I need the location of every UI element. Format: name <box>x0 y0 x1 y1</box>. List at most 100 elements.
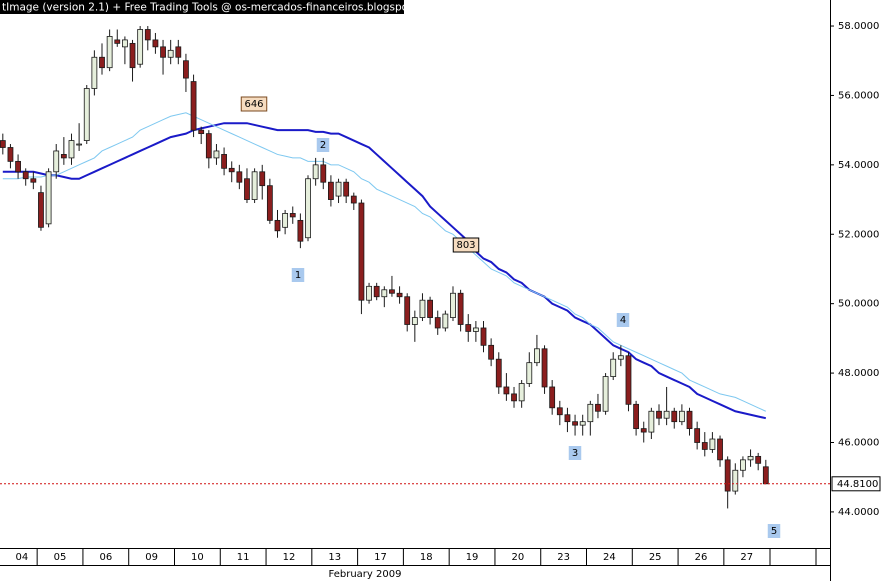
candle-body <box>335 181 342 197</box>
x-tick-label: 12 <box>283 552 296 563</box>
candle-body <box>671 410 678 423</box>
annotation-box <box>568 446 582 460</box>
candle-body <box>198 129 205 135</box>
candle-body <box>572 421 578 426</box>
annotation-label: 4 <box>620 315 626 326</box>
candle-body <box>617 355 624 360</box>
candle-body <box>526 362 533 384</box>
candle-body <box>427 299 433 318</box>
annotation-box <box>240 96 268 112</box>
x-tick-label: 23 <box>557 552 570 563</box>
candle-body <box>701 442 708 450</box>
x-tick-label: 17 <box>374 552 387 563</box>
candle-body <box>274 219 281 232</box>
candle-body <box>717 438 723 461</box>
annotation-box <box>767 524 781 538</box>
candle-body <box>297 219 304 242</box>
x-tick-label: 19 <box>466 552 479 563</box>
candle-body <box>221 154 227 169</box>
candle-body <box>106 36 113 69</box>
candle-body <box>411 317 418 325</box>
last-price-label: 44.8100 <box>837 479 878 490</box>
candle-body <box>7 147 14 162</box>
annotation-label: 646 <box>244 99 263 110</box>
candle-body <box>15 160 21 173</box>
candle-body <box>556 407 563 416</box>
annotation-box <box>316 138 330 152</box>
plot <box>0 26 769 509</box>
annotation-label: 2 <box>320 140 326 151</box>
candle-body <box>167 49 174 58</box>
y-tick-label: 48.0000 <box>838 368 879 379</box>
x-tick-label: 20 <box>511 552 524 563</box>
candle-body <box>129 42 136 69</box>
y-tick-label: 58.0000 <box>838 21 879 32</box>
candle-body <box>366 285 372 301</box>
candle-body <box>228 167 235 173</box>
candle-body <box>762 466 769 485</box>
candle-body <box>480 327 487 346</box>
candle-body <box>732 469 739 492</box>
candle-body <box>450 292 456 318</box>
candle-body <box>595 403 601 412</box>
y-tick-label: 44.0000 <box>838 507 879 518</box>
candle-body <box>251 171 258 200</box>
candle-body <box>22 171 29 180</box>
title-bar <box>0 0 404 14</box>
candle-body <box>694 428 701 443</box>
annotation-box <box>291 268 305 282</box>
candle-body <box>76 143 83 146</box>
candle-body <box>114 39 121 44</box>
x-tick-label: 13 <box>328 552 341 563</box>
candle-body <box>312 164 319 180</box>
candle-body <box>0 140 6 148</box>
x-tick-label: 11 <box>237 552 250 563</box>
candle-body <box>205 133 212 159</box>
candle-body <box>328 181 334 200</box>
candle-body <box>121 39 128 48</box>
candle-body <box>373 285 380 298</box>
candle-body <box>534 348 540 364</box>
candle-body <box>60 154 67 159</box>
candle-body <box>465 324 472 332</box>
moving-average-line <box>2 122 767 420</box>
candle-body <box>602 376 609 412</box>
candle-body <box>236 171 243 183</box>
annotation-box <box>616 313 630 327</box>
candle-body <box>587 403 594 423</box>
x-tick-label: 09 <box>145 552 158 563</box>
candle-body <box>541 348 548 388</box>
candle-body <box>663 410 670 419</box>
candle-body <box>213 150 220 159</box>
candle-body <box>564 414 571 423</box>
y-tick-label: 52.0000 <box>838 229 879 240</box>
candle-body <box>381 289 388 298</box>
candle-body <box>640 428 647 433</box>
candle-body <box>396 292 403 298</box>
candle-body <box>289 213 296 218</box>
candle-body <box>144 29 151 41</box>
candle-body <box>244 178 250 200</box>
candle-body <box>755 455 762 464</box>
candle-body <box>472 327 479 332</box>
x-tick-label: 06 <box>99 552 112 563</box>
y-tick-label: 50.0000 <box>838 299 879 310</box>
x-axis-label: February 2009 <box>329 569 402 580</box>
y-tick-label: 54.0000 <box>838 160 879 171</box>
annotation-label: 5 <box>771 526 777 537</box>
candle-body <box>190 81 197 131</box>
candle-body <box>83 88 90 141</box>
candle-body <box>419 299 426 318</box>
candle-body <box>305 178 311 239</box>
candle-body <box>648 410 655 433</box>
x-tick-label: 04 <box>16 552 29 563</box>
y-tick-label: 56.0000 <box>838 90 879 101</box>
candle-body <box>579 421 586 426</box>
candle-body <box>358 202 365 301</box>
candle-body <box>434 317 441 329</box>
candle-body <box>740 459 746 471</box>
candle-body <box>266 185 273 221</box>
candle-body <box>724 459 731 492</box>
